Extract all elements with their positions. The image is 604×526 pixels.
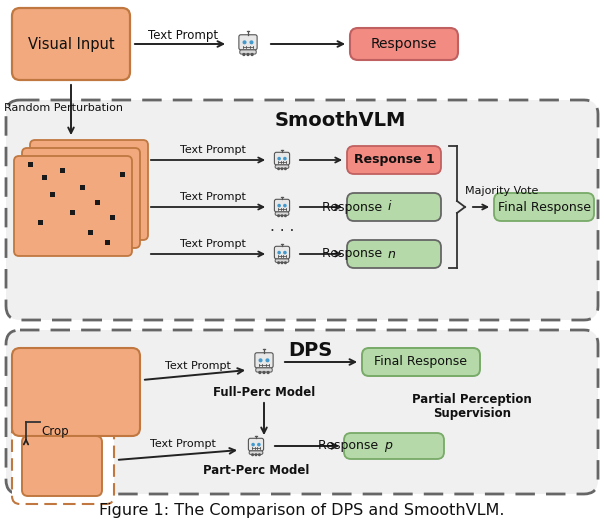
Text: Text Prompt: Text Prompt (180, 192, 246, 202)
Bar (120, 172, 125, 177)
Text: Text Prompt: Text Prompt (165, 361, 231, 371)
Text: n: n (388, 248, 396, 260)
Text: Majority Vote: Majority Vote (465, 186, 539, 196)
FancyBboxPatch shape (255, 368, 272, 372)
FancyBboxPatch shape (6, 100, 598, 320)
FancyBboxPatch shape (240, 50, 256, 54)
FancyBboxPatch shape (347, 146, 441, 174)
FancyBboxPatch shape (344, 433, 444, 459)
Circle shape (281, 215, 283, 217)
Text: SmoothVLM: SmoothVLM (274, 110, 406, 129)
Circle shape (278, 262, 280, 264)
FancyBboxPatch shape (249, 451, 263, 454)
Bar (50, 192, 55, 197)
Bar (38, 220, 43, 225)
Circle shape (284, 215, 286, 217)
Circle shape (267, 371, 269, 373)
Circle shape (278, 157, 280, 160)
Text: Crop: Crop (41, 426, 69, 439)
Text: DPS: DPS (288, 340, 332, 359)
Circle shape (284, 168, 286, 169)
FancyBboxPatch shape (350, 28, 458, 60)
FancyBboxPatch shape (275, 212, 289, 216)
FancyBboxPatch shape (30, 140, 148, 240)
FancyBboxPatch shape (22, 436, 102, 496)
Text: Partial Perception: Partial Perception (412, 393, 532, 407)
FancyBboxPatch shape (362, 348, 480, 376)
Circle shape (284, 157, 286, 160)
Bar (95, 200, 100, 205)
Circle shape (284, 251, 286, 254)
Text: Response: Response (322, 200, 386, 214)
Circle shape (251, 54, 253, 55)
Circle shape (258, 443, 260, 446)
Text: i: i (388, 200, 391, 214)
Circle shape (278, 168, 280, 169)
Text: Text Prompt: Text Prompt (150, 439, 216, 449)
Text: Response: Response (371, 37, 437, 51)
Circle shape (266, 359, 269, 362)
Bar (70, 210, 75, 215)
Bar (42, 175, 47, 180)
Bar (28, 162, 33, 167)
Bar (105, 240, 110, 245)
Circle shape (252, 454, 254, 456)
Circle shape (243, 54, 245, 55)
FancyBboxPatch shape (274, 199, 289, 212)
Text: Final Response: Final Response (498, 200, 591, 214)
Text: Figure 1: The Comparison of DPS and SmoothVLM.: Figure 1: The Comparison of DPS and Smoo… (99, 502, 505, 518)
FancyBboxPatch shape (12, 8, 130, 80)
Text: Text Prompt: Text Prompt (180, 145, 246, 155)
Text: Final Response: Final Response (374, 356, 467, 369)
Bar (88, 230, 93, 235)
Text: Supervision: Supervision (433, 407, 511, 420)
FancyBboxPatch shape (14, 156, 132, 256)
FancyBboxPatch shape (12, 424, 114, 504)
FancyBboxPatch shape (275, 259, 289, 262)
Circle shape (284, 262, 286, 264)
Circle shape (263, 371, 265, 373)
FancyBboxPatch shape (12, 348, 140, 436)
Text: Full-Perc Model: Full-Perc Model (213, 386, 315, 399)
FancyBboxPatch shape (494, 193, 594, 221)
Text: Response: Response (322, 248, 386, 260)
FancyBboxPatch shape (347, 193, 441, 221)
Circle shape (284, 205, 286, 207)
Circle shape (281, 262, 283, 264)
FancyBboxPatch shape (347, 240, 441, 268)
Bar (60, 168, 65, 173)
FancyBboxPatch shape (248, 438, 263, 451)
Circle shape (259, 454, 260, 456)
FancyBboxPatch shape (22, 148, 140, 248)
FancyBboxPatch shape (274, 153, 289, 165)
Circle shape (252, 443, 254, 446)
FancyBboxPatch shape (255, 353, 273, 368)
Text: p: p (384, 440, 392, 452)
Text: Random Perturbation: Random Perturbation (4, 103, 123, 113)
Circle shape (250, 41, 253, 44)
Circle shape (278, 215, 280, 217)
FancyBboxPatch shape (6, 330, 598, 494)
FancyBboxPatch shape (275, 165, 289, 168)
Circle shape (255, 454, 257, 456)
Circle shape (259, 371, 261, 373)
Bar (80, 185, 85, 190)
FancyBboxPatch shape (239, 35, 257, 50)
Text: · · ·: · · · (270, 224, 294, 238)
Circle shape (281, 168, 283, 169)
FancyBboxPatch shape (274, 246, 289, 259)
Circle shape (259, 359, 262, 362)
Bar (110, 215, 115, 220)
Circle shape (243, 41, 246, 44)
Circle shape (278, 251, 280, 254)
Text: Response 1: Response 1 (353, 154, 434, 167)
Text: Text Prompt: Text Prompt (148, 29, 218, 43)
Text: Visual Input: Visual Input (28, 36, 114, 52)
Text: Part-Perc Model: Part-Perc Model (203, 463, 309, 477)
Circle shape (278, 205, 280, 207)
Text: Text Prompt: Text Prompt (180, 239, 246, 249)
Circle shape (247, 54, 249, 55)
Text: Response: Response (318, 440, 382, 452)
